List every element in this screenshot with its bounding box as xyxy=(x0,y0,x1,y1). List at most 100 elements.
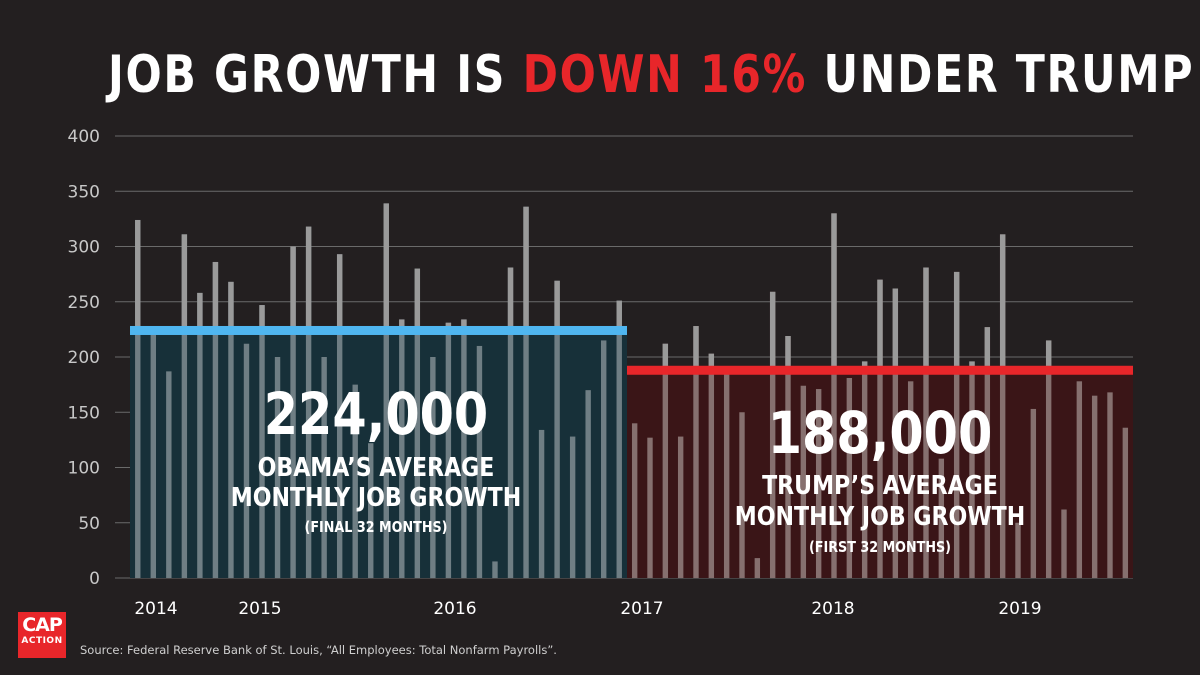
obama-bar xyxy=(430,357,436,578)
trump-bar xyxy=(846,377,853,578)
trump-bar-top xyxy=(984,327,991,371)
obama-bar xyxy=(476,345,483,578)
trump-bar xyxy=(754,558,761,578)
annotations: 224,000 OBAMA’S AVERAGE MONTHLY JOB GROW… xyxy=(231,380,1025,556)
obama-bar-top xyxy=(616,300,622,331)
trump-label-line2: MONTHLY JOB GROWTH xyxy=(735,501,1025,531)
obama-bar xyxy=(305,226,312,579)
x-tick-label: 2019 xyxy=(998,599,1041,619)
obama-bar xyxy=(181,234,188,578)
trump-bar xyxy=(785,336,791,578)
y-tick-label: 250 xyxy=(68,293,100,313)
obama-bar xyxy=(352,384,358,578)
headline-part1: JOB GROWTH IS xyxy=(108,45,523,105)
obama-bar xyxy=(554,280,560,578)
obama-bar xyxy=(290,246,296,578)
trump-bar xyxy=(1091,395,1098,578)
obama-label-line2: MONTHLY JOB GROWTH xyxy=(231,482,521,512)
trump-bar xyxy=(769,291,776,578)
y-tick-label: 200 xyxy=(68,348,100,368)
trump-bar xyxy=(1076,381,1083,578)
obama-bar-top xyxy=(523,206,529,331)
trump-bar xyxy=(907,381,914,578)
trump-bar-top xyxy=(1045,340,1052,371)
trump-bar xyxy=(631,423,638,578)
trump-bar xyxy=(662,343,669,578)
trump-bar xyxy=(999,234,1006,578)
x-tick-label: 2017 xyxy=(620,599,663,619)
obama-bar xyxy=(461,319,467,578)
trump-bar xyxy=(892,288,899,578)
trump-bar xyxy=(723,372,730,578)
obama-bar-top xyxy=(305,226,312,331)
obama-bar xyxy=(492,561,498,578)
trump-bar xyxy=(1107,392,1113,578)
trump-bar-top xyxy=(662,343,669,371)
trump-bar-top xyxy=(708,353,715,371)
x-axis: 2014 2015 2016 2017 2018 2019 xyxy=(134,599,1041,619)
trump-bar xyxy=(831,213,837,578)
y-tick-label: 400 xyxy=(68,127,100,147)
trump-bar xyxy=(923,267,929,578)
obama-bar-top xyxy=(461,319,467,331)
x-tick-label: 2018 xyxy=(811,599,854,619)
obama-bar xyxy=(336,254,343,579)
trump-bar-top xyxy=(999,234,1006,371)
obama-bar xyxy=(166,371,172,578)
x-tick-label: 2014 xyxy=(134,599,177,619)
trump-bar xyxy=(969,361,975,578)
obama-bar-top xyxy=(507,267,514,331)
obama-bar-top xyxy=(228,281,234,331)
trump-bar-top xyxy=(693,326,699,371)
source-note: Source: Federal Reserve Bank of St. Loui… xyxy=(80,643,557,657)
trump-label-line1: TRUMP’S AVERAGE xyxy=(762,470,998,500)
trump-bar xyxy=(693,326,699,578)
trump-bar-top xyxy=(831,213,837,371)
obama-bar-top xyxy=(554,280,560,331)
obama-bar-top xyxy=(414,268,421,331)
headline-highlight: DOWN 16% xyxy=(522,45,807,105)
average-lines xyxy=(130,325,1133,375)
obama-bar xyxy=(259,305,265,578)
obama-bar xyxy=(383,203,389,578)
obama-bar-top xyxy=(383,203,389,331)
y-tick-label: 150 xyxy=(68,403,100,423)
trump-bar xyxy=(815,389,822,578)
y-tick-label: 50 xyxy=(78,514,100,534)
trump-bar-top xyxy=(769,291,776,371)
y-tick-label: 0 xyxy=(89,569,100,589)
trump-bar xyxy=(800,385,807,578)
obama-average-line xyxy=(130,325,627,335)
obama-bar xyxy=(135,219,141,579)
trump-average-number: 188,000 xyxy=(768,399,992,467)
y-axis: 0 50 100 150 200 250 300 350 400 xyxy=(68,127,100,589)
obama-bar xyxy=(445,322,452,578)
obama-bar xyxy=(616,300,622,578)
obama-bar-top xyxy=(181,234,188,331)
trump-bar-top xyxy=(892,288,899,371)
obama-bar xyxy=(414,268,421,578)
obama-bar xyxy=(585,390,591,578)
trump-bar xyxy=(739,412,745,578)
obama-bar-top xyxy=(290,246,296,331)
obama-bar-top xyxy=(212,261,219,331)
logo-top-text: CAP xyxy=(22,614,63,636)
obama-bar xyxy=(321,357,327,578)
trump-bar xyxy=(984,327,991,578)
trump-bar-top xyxy=(923,267,929,371)
y-tick-label: 350 xyxy=(68,182,100,202)
trump-bar xyxy=(953,271,960,578)
y-tick-label: 300 xyxy=(68,238,100,258)
trump-bar xyxy=(1122,427,1129,578)
headline-part2: UNDER TRUMP xyxy=(806,45,1195,105)
obama-bar xyxy=(399,319,405,578)
trump-bar xyxy=(1061,509,1067,578)
obama-bar xyxy=(243,343,250,578)
trump-bar-top xyxy=(785,336,791,371)
obama-bar xyxy=(228,281,234,578)
trump-bar xyxy=(861,361,868,578)
logo-bottom-text: ACTION xyxy=(21,636,63,646)
trump-bar xyxy=(708,353,715,578)
trump-average-line xyxy=(627,365,1133,375)
